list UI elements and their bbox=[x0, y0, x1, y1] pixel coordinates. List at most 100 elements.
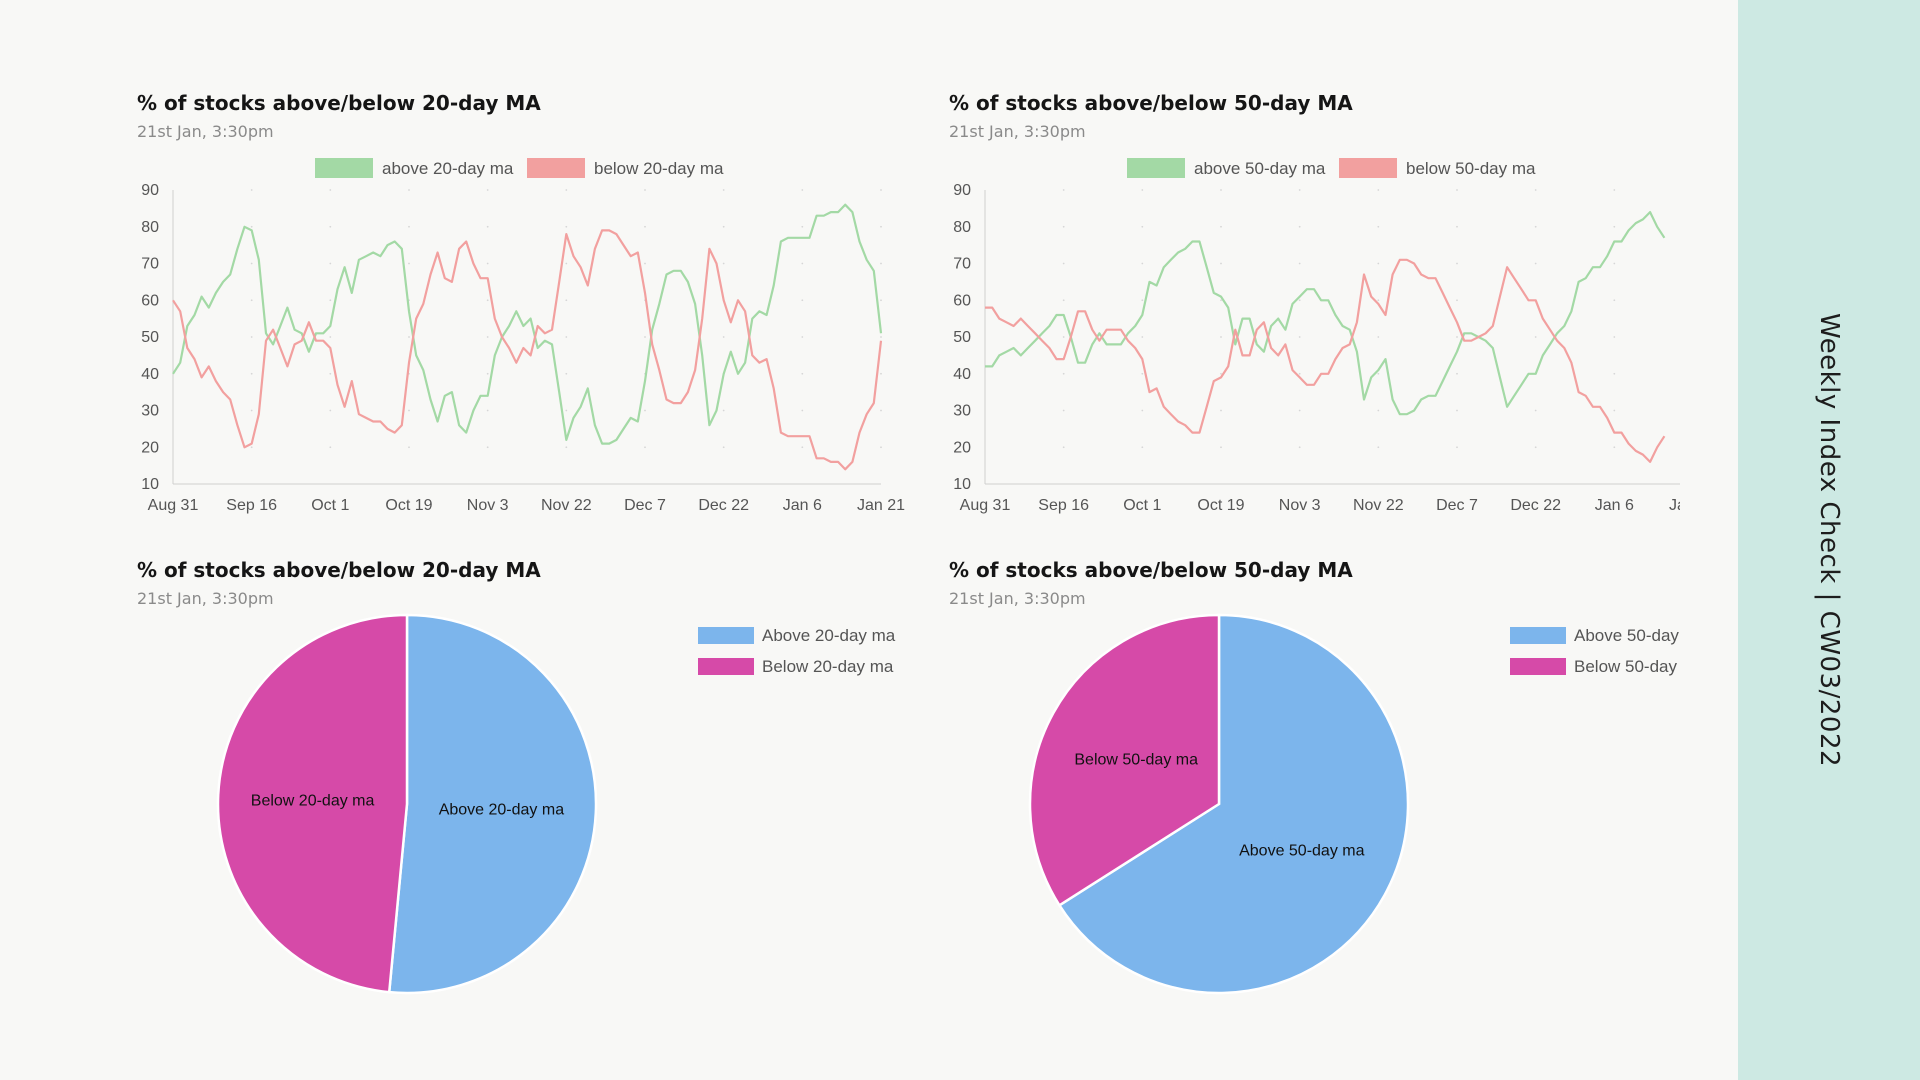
grid-dot bbox=[329, 299, 332, 302]
line-chart-50day: 10 20 30 40 50 60 70 80 90 Aug 31 Sep 16 Oct 1 Oct 1… bbox=[953, 158, 1680, 514]
grid-dot bbox=[1141, 372, 1144, 375]
grid-dot bbox=[565, 262, 568, 265]
grid-dot bbox=[722, 225, 725, 228]
grid-dot bbox=[1534, 336, 1537, 338]
x-tick-label: Oct 19 bbox=[385, 497, 432, 514]
grid-dot bbox=[486, 372, 489, 375]
grid-dots bbox=[250, 189, 882, 449]
grid-dot bbox=[1456, 446, 1458, 449]
grid-dot bbox=[250, 446, 253, 449]
series-line-above bbox=[985, 210, 1666, 416]
grid-dot bbox=[408, 446, 410, 449]
grid-dot bbox=[801, 446, 804, 449]
grid-dot bbox=[722, 336, 725, 338]
grid-dot bbox=[1377, 189, 1380, 191]
grid-dot bbox=[486, 262, 489, 265]
grid-dot bbox=[880, 336, 882, 338]
grid-dot bbox=[1298, 372, 1301, 375]
grid-dot bbox=[801, 299, 804, 302]
grid-dot bbox=[408, 336, 410, 338]
y-tick-label: 90 bbox=[953, 182, 971, 199]
grid-dot bbox=[644, 446, 646, 449]
grid-dot bbox=[250, 372, 253, 375]
grid-dot bbox=[565, 409, 568, 412]
grid-dot bbox=[250, 189, 253, 191]
x-tick-label: Aug 31 bbox=[148, 497, 199, 514]
grid-dot bbox=[1377, 336, 1380, 338]
y-tick-label: 40 bbox=[141, 366, 159, 383]
grid-dot bbox=[1062, 225, 1065, 228]
grid-dot bbox=[801, 225, 804, 228]
grid-dot bbox=[408, 262, 410, 265]
grid-dot bbox=[801, 372, 804, 375]
y-tick-label: 50 bbox=[141, 329, 159, 346]
grid-dot bbox=[1062, 372, 1065, 375]
grid-dot bbox=[1298, 446, 1301, 449]
grid-dot bbox=[1298, 409, 1301, 412]
slice-label: Below 20-day ma bbox=[251, 793, 375, 810]
grid-dot bbox=[801, 189, 804, 191]
series-line-below bbox=[985, 258, 1666, 463]
chart-subtitle: 21st Jan, 3:30pm bbox=[137, 589, 274, 608]
grid-dot bbox=[1613, 446, 1616, 449]
x-tick-label: Sep 16 bbox=[1038, 497, 1089, 514]
grid-dot bbox=[722, 409, 725, 412]
chart-title: % of stocks above/below 50-day MA bbox=[949, 91, 1353, 115]
y-tick-label: 20 bbox=[953, 439, 971, 456]
grid-dots bbox=[1062, 189, 1616, 449]
y-tick-label: 80 bbox=[141, 219, 159, 236]
x-tick-label: Dec 22 bbox=[698, 497, 749, 514]
x-tick-label: Aug 31 bbox=[960, 497, 1011, 514]
slice-label: Above 50-day ma bbox=[1239, 843, 1365, 860]
grid-dot bbox=[1298, 225, 1301, 228]
grid-dot bbox=[486, 336, 489, 338]
legend-swatch bbox=[698, 658, 754, 675]
grid-dot bbox=[329, 225, 332, 228]
chart-title: % of stocks above/below 50-day MA bbox=[949, 558, 1353, 582]
grid-dot bbox=[1377, 225, 1380, 228]
grid-dot bbox=[880, 409, 882, 412]
grid-dot bbox=[408, 225, 410, 228]
grid-dot bbox=[1613, 262, 1616, 265]
grid-dot bbox=[486, 189, 489, 191]
y-tick-label: 20 bbox=[141, 439, 159, 456]
grid-dot bbox=[486, 409, 489, 412]
grid-dot bbox=[250, 336, 253, 338]
grid-dot bbox=[565, 372, 568, 375]
grid-dot bbox=[880, 189, 882, 191]
grid-dot bbox=[1456, 189, 1458, 191]
y-tick-label: 80 bbox=[953, 219, 971, 236]
legend-swatch bbox=[527, 158, 585, 178]
legend-label: below 50-day ma bbox=[1406, 159, 1536, 178]
grid-dot bbox=[801, 409, 804, 412]
legend-label: above 50-day ma bbox=[1194, 159, 1326, 178]
grid-dot bbox=[1613, 189, 1616, 191]
grid-dot bbox=[1141, 409, 1144, 412]
grid-dot bbox=[1456, 225, 1458, 228]
legend: Above 50-day ma Below 50-day ma bbox=[1510, 626, 1680, 676]
y-tick-label: 60 bbox=[141, 292, 159, 309]
pie-slice-above bbox=[1057, 613, 1410, 995]
grid-dot bbox=[1062, 189, 1065, 191]
x-tick-label: Jan 21 bbox=[1669, 497, 1680, 514]
grid-dot bbox=[1220, 372, 1222, 375]
legend-swatch bbox=[1510, 658, 1566, 675]
chart-subtitle: 21st Jan, 3:30pm bbox=[137, 122, 274, 141]
legend-swatch bbox=[698, 627, 754, 644]
grid-dot bbox=[329, 262, 332, 265]
grid-dot bbox=[1220, 189, 1222, 191]
grid-dot bbox=[565, 225, 568, 228]
grid-dot bbox=[1220, 336, 1222, 338]
grid-dot bbox=[1141, 336, 1144, 338]
series-line-below bbox=[172, 229, 883, 471]
legend-swatch bbox=[315, 158, 373, 178]
legend-label: Below 20-day ma bbox=[762, 657, 894, 676]
grid-dot bbox=[329, 189, 332, 191]
grid-dot bbox=[1377, 446, 1380, 449]
grid-dot bbox=[329, 372, 332, 375]
grid-dot bbox=[1456, 299, 1458, 302]
x-tick-label: Oct 19 bbox=[1197, 497, 1244, 514]
grid-dot bbox=[1534, 446, 1537, 449]
chart-title: % of stocks above/below 20-day MA bbox=[137, 558, 541, 582]
sidebar-title: Weekly Index Check | CW03/2022 bbox=[1814, 312, 1844, 768]
